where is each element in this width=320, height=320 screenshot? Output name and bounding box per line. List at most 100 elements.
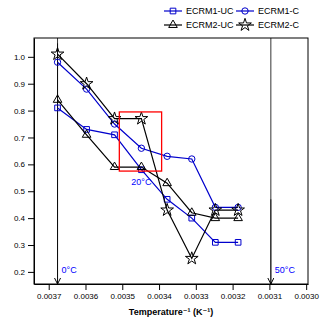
series-line	[58, 108, 239, 242]
tick: 0.0033	[184, 284, 209, 301]
legend-entry: ECRM1-UC	[164, 6, 234, 16]
tick-label: 0.8	[14, 107, 26, 116]
point	[135, 112, 148, 124]
y-axis: 0.2 0.3 0.4 0.5 0.6 0.7 0.8 0.9 1.0	[14, 39, 35, 285]
point	[55, 105, 61, 111]
tick-label: 0.3	[14, 241, 26, 250]
tick-mark	[122, 284, 123, 290]
tick: 0.0035	[111, 284, 136, 301]
tick-mark	[159, 284, 160, 290]
tick-mark	[196, 284, 197, 290]
tick-label: 0.9	[14, 80, 26, 89]
legend-label: ECRM2-C	[258, 20, 300, 30]
point	[54, 59, 60, 65]
legend-symbol	[239, 18, 252, 30]
tick: 0.0034	[147, 284, 172, 301]
point	[163, 178, 172, 185]
plot-frame	[34, 38, 308, 284]
point	[185, 252, 198, 264]
point	[232, 203, 245, 215]
tick-label: 0.7	[14, 134, 26, 143]
tick: 0.9	[14, 80, 34, 89]
tick-mark	[28, 137, 34, 138]
tick-mark	[28, 245, 34, 246]
series-line	[58, 54, 239, 258]
point	[189, 156, 195, 162]
annotation: 20°C	[131, 177, 152, 187]
point	[187, 208, 196, 215]
tick: 1.0	[14, 53, 34, 62]
point	[112, 132, 118, 138]
arrow	[270, 199, 271, 284]
legend-symbol	[242, 8, 248, 14]
tick-mark	[28, 191, 34, 192]
series-line	[58, 62, 239, 207]
tick: 0.0037	[37, 284, 62, 301]
tick-label: 0.0033	[184, 292, 209, 301]
legend-label: ECRM1-UC	[186, 6, 234, 16]
legend-label: ECRM2-UC	[186, 20, 234, 30]
chart: 0.0037 0.0036 0.0035 0.0034 0.0033 0.0032 0.00…	[0, 0, 320, 320]
tick-mark	[233, 284, 234, 290]
plot: 0.0037 0.0036 0.0035 0.0034 0.0033 0.0032 0.00…	[14, 38, 320, 301]
legend-line	[164, 10, 182, 11]
point	[189, 215, 195, 221]
tick-mark	[28, 164, 34, 165]
tick-label: 0.0034	[147, 292, 172, 301]
point	[209, 203, 222, 215]
x-axis-title: Temperature⁻¹ (K⁻¹)	[129, 307, 213, 317]
reference-line	[57, 38, 58, 284]
point	[137, 162, 146, 169]
tick-label: 0.2	[14, 268, 26, 277]
annotation: 0°C	[62, 265, 78, 275]
point	[212, 239, 218, 245]
legend-entry: ECRM2-C	[236, 18, 300, 30]
tick-label: 0.6	[14, 160, 26, 169]
tick-label: 0.0031	[258, 292, 283, 301]
legend-line	[164, 24, 182, 25]
tick-label: 0.5	[14, 187, 26, 196]
tick-mark	[28, 272, 34, 273]
legend-label: ECRM1-C	[258, 6, 300, 16]
legend-symbol	[170, 8, 176, 14]
tick-mark	[28, 84, 34, 85]
tick-mark	[28, 111, 34, 112]
x-axis: 0.0037 0.0036 0.0035 0.0034 0.0033 0.0032 0.00…	[35, 284, 320, 301]
point	[138, 145, 144, 151]
tick-label: 0.0037	[37, 292, 62, 301]
tick: 0.2	[14, 268, 34, 277]
tick: 0.0036	[74, 284, 99, 301]
tick-mark	[269, 284, 270, 290]
arrow	[57, 43, 58, 284]
tick: 0.0032	[221, 284, 246, 301]
marks	[51, 38, 271, 284]
reference-line	[270, 38, 271, 284]
tick-label: 0.4	[14, 214, 26, 223]
point	[80, 77, 93, 89]
tick-mark	[28, 57, 34, 58]
tick-mark	[28, 218, 34, 219]
legend-entry: ECRM1-C	[236, 6, 300, 16]
tick: 0.3	[14, 241, 34, 250]
tick: 0.0030	[294, 284, 319, 301]
point	[161, 203, 174, 215]
point	[53, 95, 62, 102]
point	[235, 239, 241, 245]
point	[51, 47, 64, 59]
tick: 0.8	[14, 107, 34, 116]
tick-label: 0.0035	[111, 292, 136, 301]
tick-label: 0.0036	[74, 292, 99, 301]
point	[82, 130, 91, 137]
annotations: 0°C50°C20°C	[62, 177, 296, 275]
legend-line	[236, 10, 254, 11]
tick: 0.5	[14, 187, 34, 196]
tick: 0.7	[14, 134, 34, 143]
tick-label: 0.0030	[294, 292, 319, 301]
tick-mark	[49, 284, 50, 290]
legend-symbol	[169, 20, 178, 27]
legend-line	[236, 24, 254, 25]
tick-label: 1.0	[14, 53, 26, 62]
tick-mark	[85, 284, 86, 290]
legend-entry: ECRM2-UC	[164, 20, 234, 30]
tick-label: 0.0032	[221, 292, 246, 301]
